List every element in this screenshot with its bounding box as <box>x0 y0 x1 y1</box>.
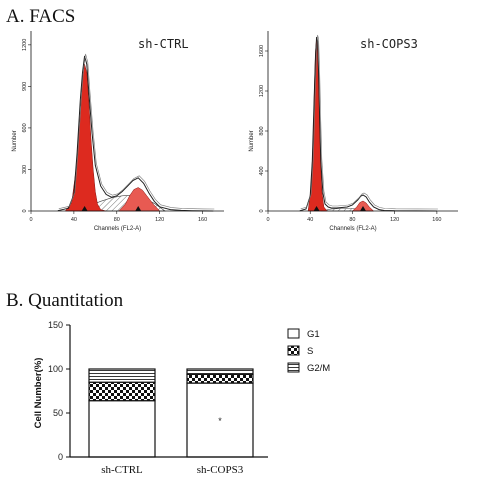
y-axis-title: Number <box>12 130 18 151</box>
legend-swatch <box>287 345 300 356</box>
stacked-bar-chart: sh-CTRL sh-COPS3 * 0 50 100 150 Cell Number(%) G… <box>33 320 330 476</box>
y-tick-label: 0 <box>58 452 63 462</box>
y-tick-label: 150 <box>48 320 63 330</box>
legend-swatch <box>287 362 300 373</box>
g2-peak-marker <box>135 206 142 211</box>
x-axis-title: Channels (FL2-A) <box>94 226 141 232</box>
x-tick-label: 160 <box>432 217 441 223</box>
sample-label: sh-CTRL <box>138 37 189 51</box>
y-tick-label: 600 <box>22 123 28 132</box>
y-tick-label: 800 <box>259 126 265 135</box>
y-tick-label: 100 <box>48 364 63 374</box>
total-histogram-line <box>299 36 437 212</box>
y-tick-label: 1200 <box>22 39 28 51</box>
y-axis-title: Cell Number(%) <box>33 358 44 429</box>
legend-label: G1 <box>307 329 320 340</box>
fit-histogram-line <box>300 34 438 210</box>
histogram-sh-ctrl: 0 40 80 120 160 0 300 600 900 1200 Channels (FL2-A… <box>12 31 224 232</box>
x-axis-title: Channels (FL2-A) <box>329 226 376 232</box>
g2-peak-marker <box>360 206 366 211</box>
x-tick-label: 160 <box>198 217 207 223</box>
section-b-title: B. Quantitation <box>6 290 124 311</box>
bar-g2m-sh-cops3 <box>186 368 254 375</box>
legend-label: G2/M <box>307 363 330 374</box>
g2-peak-area <box>118 187 161 212</box>
x-tick-label: 80 <box>114 217 120 223</box>
x-tick-label: 120 <box>390 217 399 223</box>
y-tick-label: 400 <box>259 166 265 175</box>
y-tick-label: 900 <box>22 82 28 91</box>
x-tick-label: 40 <box>71 217 77 223</box>
legend-label: S <box>307 346 313 357</box>
fit-histogram-line <box>58 53 215 210</box>
legend-swatch <box>287 328 300 339</box>
bar-s-sh-cops3 <box>186 373 254 384</box>
x-tick-label: 80 <box>349 217 355 223</box>
x-tick-label: 40 <box>307 217 313 223</box>
bar-g1-sh-ctrl <box>88 400 156 458</box>
x-tick-label: 0 <box>29 217 32 223</box>
bar-g1-sh-cops3 <box>186 382 254 458</box>
bar-s-sh-ctrl <box>88 381 156 402</box>
sample-label: sh-COPS3 <box>360 37 418 51</box>
y-tick-label: 1200 <box>259 85 265 97</box>
bar-g2m-sh-ctrl <box>88 368 156 383</box>
total-histogram-line <box>57 55 214 212</box>
y-tick-label: 50 <box>53 408 63 418</box>
y-axis-title: Number <box>249 130 255 151</box>
g1-peak-marker <box>313 206 320 211</box>
g1-peak-area <box>64 64 107 212</box>
y-tick-label: 300 <box>22 165 28 174</box>
y-tick-label: 0 <box>259 209 265 212</box>
y-tick-label: 1600 <box>259 45 265 57</box>
x-tick-label: 0 <box>266 217 269 223</box>
category-label: sh-CTRL <box>101 464 143 476</box>
category-label: sh-COPS3 <box>197 464 244 476</box>
y-tick-label: 0 <box>22 209 28 212</box>
significance-marker: * <box>218 416 222 426</box>
g1-peak-marker <box>81 206 88 211</box>
section-a-title: A. FACS <box>6 6 75 27</box>
x-tick-label: 120 <box>155 217 164 223</box>
